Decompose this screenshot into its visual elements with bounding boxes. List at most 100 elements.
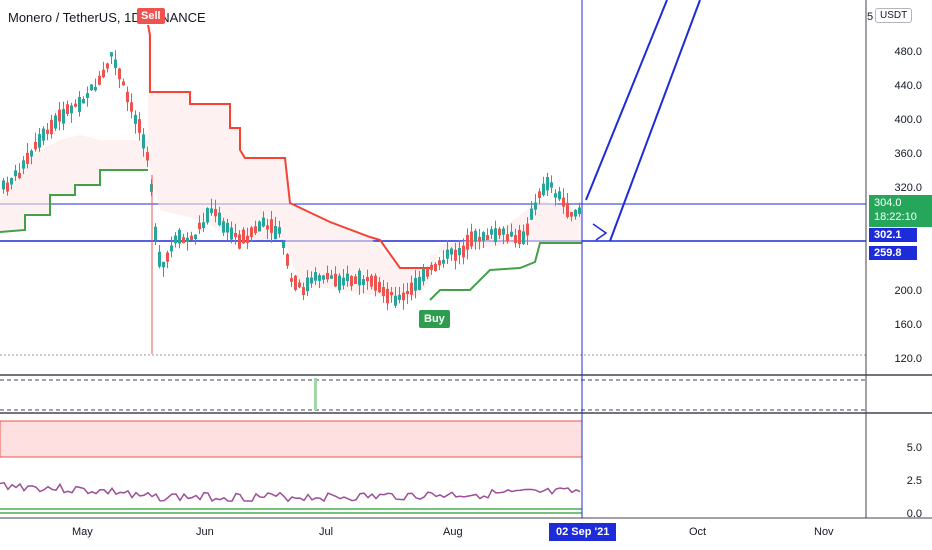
time-axis-label: Aug (443, 526, 463, 538)
candle-body (226, 222, 229, 233)
candle-body (362, 279, 365, 286)
candle-body (370, 275, 373, 287)
candle-body (538, 191, 541, 198)
candle-body (54, 115, 57, 129)
candle-body (522, 231, 525, 245)
indicator-axis-label: 5.0 (906, 442, 922, 454)
candle-body (50, 119, 53, 135)
candle-body (266, 225, 269, 230)
crosshair-date-tag: 02 Sep '21 (549, 523, 617, 541)
currency-badge[interactable]: USDT (875, 8, 913, 23)
candle-body (462, 245, 465, 258)
symbol-title[interactable]: Monero / TetherUS, 1D, BINANCE (8, 10, 206, 25)
candle-body (526, 223, 529, 236)
candle-body (22, 160, 25, 169)
candle-body (502, 228, 505, 235)
candle-body (454, 249, 457, 261)
price-axis-label: 160.0 (894, 319, 922, 331)
price-axis-label: 480.0 (894, 46, 922, 58)
candle-body (418, 276, 421, 291)
candle-body (222, 221, 225, 233)
candle-body (322, 275, 325, 280)
candle-body (106, 63, 109, 69)
arrow-icon[interactable] (592, 223, 608, 241)
candle-body (342, 277, 345, 286)
candle-body (434, 263, 437, 272)
candle-body (450, 248, 453, 255)
candle-body (550, 182, 553, 188)
channel-line-lower[interactable] (609, 0, 701, 242)
candle-body (46, 129, 49, 134)
candle-body (86, 93, 89, 99)
time-axis-label: Jun (196, 526, 214, 538)
candle-body (98, 75, 101, 85)
price-axis-label: 440.0 (894, 80, 922, 92)
buy-signal-badge: Buy (419, 310, 450, 328)
candle-body (578, 207, 581, 214)
candle-body (422, 268, 425, 282)
price-axis-label: 320.0 (894, 182, 922, 194)
candle-body (490, 229, 493, 235)
candle-body (130, 102, 133, 112)
last-price-tag: 304.0 18:22:10 (869, 195, 932, 227)
candle-body (478, 236, 481, 242)
candle-body (354, 276, 357, 284)
candle-body (186, 237, 189, 242)
candle-body (42, 128, 45, 141)
candle-body (250, 227, 253, 237)
candle-body (234, 232, 237, 238)
candle-body (566, 202, 569, 217)
candle-body (90, 84, 93, 91)
candle-body (306, 277, 309, 292)
candle-body (38, 134, 41, 148)
candle-body (458, 247, 461, 256)
sell-signal-badge: Sell (137, 8, 165, 24)
candle-body (146, 152, 149, 161)
candle-body (554, 193, 557, 198)
candle-body (30, 150, 33, 157)
candle-body (78, 97, 81, 112)
candle-body (114, 59, 117, 68)
candle-body (174, 235, 177, 244)
candle-body (298, 282, 301, 288)
candle-body (26, 152, 29, 164)
candle-body (34, 142, 37, 150)
last-price-value: 304.0 (874, 197, 902, 209)
candle-body (270, 219, 273, 233)
time-axis-label: Nov (814, 526, 834, 538)
candle-body (70, 105, 73, 114)
candle-body (414, 277, 417, 291)
candle-body (574, 209, 577, 217)
candle-body (122, 81, 125, 86)
indicator-band (0, 420, 583, 458)
candle-body (378, 281, 381, 293)
candle-body (102, 69, 105, 78)
candle-body (94, 87, 97, 91)
candles-group (2, 50, 581, 354)
candle-body (6, 182, 9, 192)
candle-body (198, 222, 201, 230)
candle-body (438, 260, 441, 266)
line-price-tag: 302.1 (869, 228, 917, 242)
channel-line-upper[interactable] (585, 0, 668, 201)
candle-body (202, 222, 205, 228)
candle-body (158, 251, 161, 267)
candle-body (514, 235, 517, 244)
candle-body (214, 208, 217, 217)
candle-body (410, 282, 413, 295)
price-axis-label: 200.0 (894, 285, 922, 297)
candle-body (466, 234, 469, 250)
candle-body (330, 275, 333, 279)
candle-body (474, 230, 477, 242)
candle-body (562, 197, 565, 207)
candle-body (254, 226, 257, 234)
supertrend-price-tag: 259.8 (869, 246, 917, 260)
candle-body (366, 277, 369, 282)
candle-body (350, 276, 353, 287)
candle-body (510, 231, 513, 237)
candle-body (218, 212, 221, 226)
candle-body (310, 277, 313, 284)
candle-body (258, 221, 261, 232)
supertrend-fill (0, 20, 582, 300)
